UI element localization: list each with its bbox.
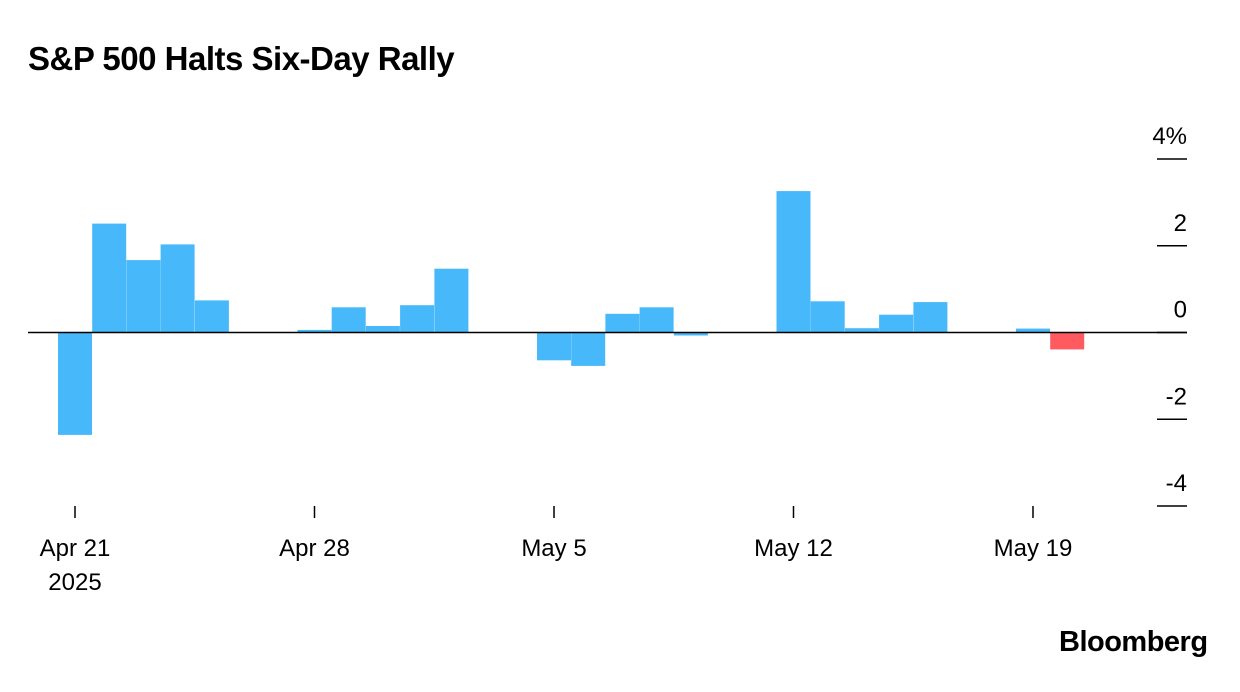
bar-2025-05-12 [776,191,811,333]
bar-2025-04-25 [194,300,229,333]
x-axis: Apr 21 2025 Apr 28 May 5 May 12 May 19 [40,506,1073,596]
bar-2025-04-28 [297,329,332,333]
y-tick-label: -4 [1166,470,1187,497]
y-tick-label: 2 [1174,210,1187,237]
bar-2025-05-01 [400,305,435,333]
bar-2025-05-08 [639,307,674,333]
y-tick-label: 4% [1152,123,1187,150]
bar-2025-04-22 [92,223,127,333]
x-tick-label: Apr 21 [40,535,111,562]
x-tick-label: May 12 [754,535,833,562]
y-tick-label: 0 [1174,297,1187,324]
bar-2025-05-02 [434,268,469,333]
bar-2025-05-19 [1016,328,1050,333]
bar-2025-05-16 [913,302,948,333]
x-tick-label: May 19 [994,535,1073,562]
x-tick-label: May 5 [521,535,586,562]
bar-2025-04-30 [365,326,400,333]
chart-title: S&P 500 Halts Six-Day Rally [28,40,455,77]
bar-2025-04-21 [58,332,92,435]
x-tick-label: Apr 28 [279,535,350,562]
bar-2025-05-09 [673,332,708,336]
bar-2025-05-14 [844,328,879,333]
y-tick-label: -2 [1166,383,1187,410]
x-tick-year-label: 2025 [48,569,101,596]
bar-2025-05-05 [537,332,571,361]
bloomberg-logo: Bloomberg [1059,626,1208,658]
bar-2025-05-06 [571,332,606,366]
bar-2025-05-13 [810,301,845,333]
bar-2025-04-29 [331,307,366,333]
bar-2025-04-23 [126,260,161,333]
bar-2025-04-24 [160,244,195,333]
bar-2025-05-20 [1050,332,1085,350]
bar-2025-05-07 [605,313,640,333]
bars-group [58,191,1085,435]
y-axis: 4% 2 0 -2 -4 [1152,123,1187,507]
bar-2025-05-15 [879,314,914,333]
